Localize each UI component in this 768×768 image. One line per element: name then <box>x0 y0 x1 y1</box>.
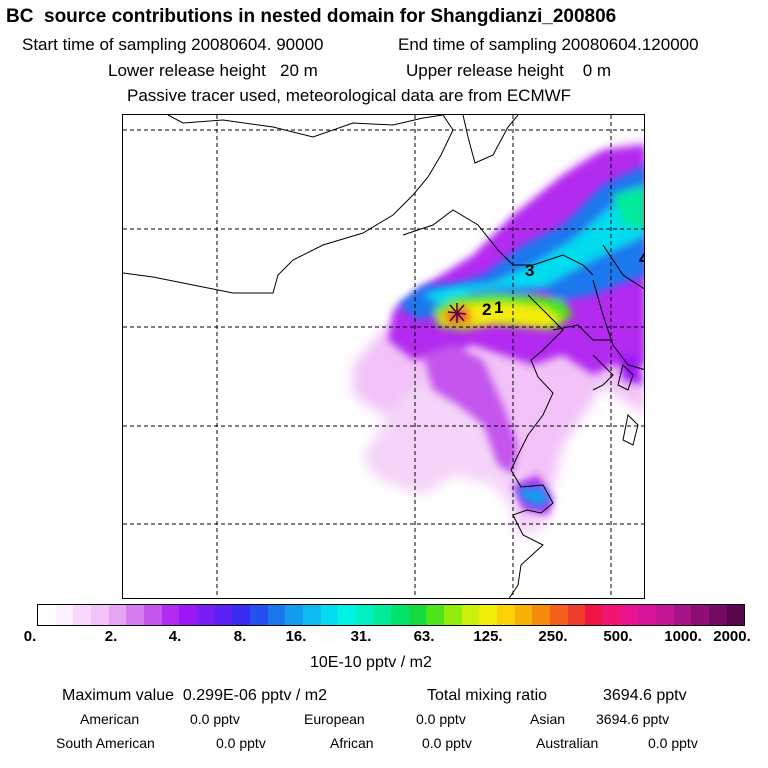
colorbar-swatch <box>444 605 462 625</box>
colorbar-swatch <box>514 605 533 625</box>
colorbar-swatch <box>567 605 586 625</box>
tracer-note: Passive tracer used, meteorological data… <box>127 86 572 105</box>
total-mixing-label: Total mixing ratio <box>427 687 548 704</box>
plume-core <box>398 165 644 507</box>
colorbar-swatch <box>232 605 250 625</box>
source-contribution-map: 2 1 3 4 <box>122 114 645 599</box>
colorbar-swatch <box>55 605 74 625</box>
colorbar-tick-label: 2000. <box>713 628 751 645</box>
colorbar-swatch <box>108 605 127 625</box>
colorbar-swatch <box>355 605 374 625</box>
colorbar-swatch <box>267 605 286 625</box>
coastlines <box>123 115 644 598</box>
colorbar-swatch <box>143 605 162 625</box>
colorbar-swatch <box>603 605 621 625</box>
colorbar-swatch <box>461 605 480 625</box>
colorbar-swatch <box>426 605 445 625</box>
colorbar-swatch <box>320 605 339 625</box>
colorbar-tick-label: 125. <box>473 628 503 645</box>
total-mixing-value: 3694.6 pptv <box>603 687 687 704</box>
map-marker-1: 1 <box>494 298 503 317</box>
colorbar-swatch <box>726 605 745 625</box>
colorbar-swatch <box>38 605 56 625</box>
colorbar-tick-label: 63. <box>413 628 435 645</box>
colorbar-tick-label: 250. <box>538 628 568 645</box>
sampling-end: End time of sampling 20080604.120000 <box>398 35 699 54</box>
colorbar-swatch <box>179 605 197 625</box>
region-value-african: 0.0 pptv <box>422 735 472 751</box>
map-marker-3: 3 <box>525 261 534 280</box>
colorbar-tick-label: 2. <box>104 628 118 645</box>
map-canvas: 2 1 3 4 <box>123 115 645 598</box>
colorbar-swatch <box>196 605 215 625</box>
colorbar-tick-label: 4. <box>168 628 182 645</box>
colorbar-swatch <box>338 605 356 625</box>
colorbar-swatch <box>391 605 409 625</box>
colorbar-tick-label: 8. <box>233 628 247 645</box>
region-value-australian: 0.0 pptv <box>648 735 698 751</box>
region-value-asian: 3694.6 pptv <box>596 711 670 727</box>
colorbar-swatch <box>126 605 144 625</box>
colorbar <box>37 604 745 626</box>
colorbar-swatch <box>249 605 268 625</box>
map-marker-2: 2 <box>482 300 491 319</box>
max-value-text: Maximum value 0.299E-06 pptv / m2 <box>62 687 328 704</box>
region-value-european: 0.0 pptv <box>416 711 466 727</box>
colorbar-swatch <box>408 605 427 625</box>
region-label-european: European <box>304 711 365 727</box>
colorbar-swatch <box>673 605 692 625</box>
colorbar-tick-label: 0. <box>23 628 37 645</box>
colorbar-swatch <box>90 605 109 625</box>
map-grid <box>123 115 644 598</box>
region-value-south-american: 0.0 pptv <box>216 735 266 751</box>
colorbar-swatch <box>620 605 639 625</box>
colorbar-swatch <box>655 605 674 625</box>
lower-release-height: Lower release height 20 m <box>108 61 318 80</box>
colorbar-swatch <box>532 605 551 625</box>
colorbar-tick-label: 16. <box>285 628 307 645</box>
colorbar-swatch <box>585 605 603 625</box>
region-value-american: 0.0 pptv <box>190 711 240 727</box>
colorbar-swatch <box>638 605 656 625</box>
colorbar-swatch <box>373 605 392 625</box>
colorbar-swatch <box>161 605 180 625</box>
region-label-asian: Asian <box>530 711 566 727</box>
colorbar-swatch <box>550 605 568 625</box>
chart-title: BC source contributions in nested domain… <box>6 6 617 27</box>
upper-release-height: Upper release height 0 m <box>406 61 612 80</box>
colorbar-swatch <box>302 605 321 625</box>
colorbar-tick-label: 500. <box>603 628 633 645</box>
colorbar-swatch <box>497 605 515 625</box>
sampling-start: Start time of sampling 20080604. 90000 <box>22 35 324 54</box>
region-label-american: American <box>80 711 140 727</box>
colorbar-swatch <box>73 605 91 625</box>
map-marker-4: 4 <box>639 249 645 268</box>
region-label-african: African <box>330 735 374 751</box>
colorbar-unit: 10E-10 pptv / m2 <box>310 654 432 671</box>
colorbar-swatch <box>214 605 233 625</box>
region-label-south-american: South American <box>56 735 155 751</box>
colorbar-tick-label: 1000. <box>664 628 702 645</box>
colorbar-swatch <box>285 605 303 625</box>
colorbar-swatch <box>691 605 709 625</box>
colorbar-swatch <box>708 605 727 625</box>
receptor-star-icon <box>447 303 467 323</box>
colorbar-tick-label: 31. <box>350 628 372 645</box>
region-label-australian: Australian <box>536 735 599 751</box>
colorbar-swatch <box>479 605 498 625</box>
